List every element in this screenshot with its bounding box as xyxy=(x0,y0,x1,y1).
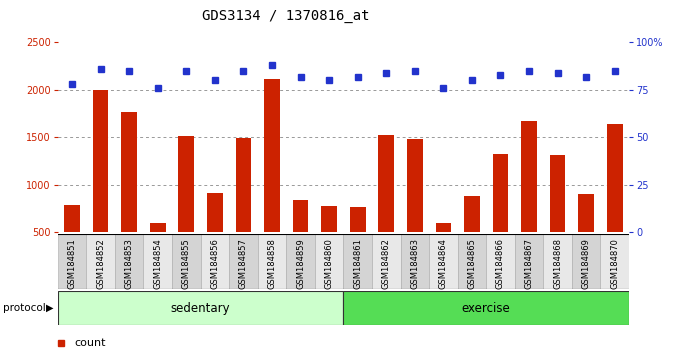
Bar xyxy=(264,79,280,232)
Bar xyxy=(229,234,258,289)
Text: GSM184863: GSM184863 xyxy=(410,238,420,289)
Bar xyxy=(321,206,337,232)
Bar xyxy=(486,234,515,289)
Bar xyxy=(578,194,594,232)
Bar xyxy=(150,223,166,232)
Bar xyxy=(343,234,372,289)
Bar xyxy=(235,138,252,232)
Bar xyxy=(286,234,315,289)
Bar xyxy=(64,205,80,232)
Bar xyxy=(58,291,343,325)
Text: GSM184854: GSM184854 xyxy=(153,238,163,289)
Bar xyxy=(372,234,401,289)
Bar xyxy=(143,234,172,289)
Bar xyxy=(429,234,458,289)
Bar xyxy=(86,234,115,289)
Bar xyxy=(292,200,309,232)
Bar xyxy=(92,90,109,232)
Text: GSM184857: GSM184857 xyxy=(239,238,248,289)
Text: GSM184870: GSM184870 xyxy=(610,238,619,289)
Text: GSM184862: GSM184862 xyxy=(381,238,391,289)
Text: GSM184859: GSM184859 xyxy=(296,238,305,289)
Bar xyxy=(492,154,509,232)
Bar xyxy=(458,234,486,289)
Bar xyxy=(315,234,343,289)
Text: count: count xyxy=(75,338,106,348)
Bar xyxy=(521,121,537,232)
Bar xyxy=(58,234,86,289)
Bar xyxy=(258,234,286,289)
Text: GSM184867: GSM184867 xyxy=(524,238,534,289)
Bar xyxy=(207,193,223,232)
Bar xyxy=(172,234,201,289)
Text: sedentary: sedentary xyxy=(171,302,231,315)
Text: GSM184860: GSM184860 xyxy=(324,238,334,289)
Bar xyxy=(543,234,572,289)
Bar xyxy=(201,234,229,289)
Bar xyxy=(435,223,452,232)
Text: GSM184852: GSM184852 xyxy=(96,238,105,289)
Text: GSM184861: GSM184861 xyxy=(353,238,362,289)
Text: GSM184866: GSM184866 xyxy=(496,238,505,289)
Bar xyxy=(178,136,194,232)
Text: GSM184851: GSM184851 xyxy=(67,238,77,289)
Bar xyxy=(378,135,394,232)
Bar xyxy=(407,139,423,232)
Bar xyxy=(343,291,629,325)
Text: ▶: ▶ xyxy=(46,303,54,313)
Text: GSM184865: GSM184865 xyxy=(467,238,477,289)
Text: exercise: exercise xyxy=(462,302,511,315)
Bar xyxy=(600,234,629,289)
Bar xyxy=(121,112,137,232)
Bar xyxy=(607,124,623,232)
Bar xyxy=(549,155,566,232)
Bar xyxy=(464,196,480,232)
Text: protocol: protocol xyxy=(3,303,46,313)
Bar xyxy=(115,234,143,289)
Text: GSM184853: GSM184853 xyxy=(124,238,134,289)
Text: GSM184855: GSM184855 xyxy=(182,238,191,289)
Text: GSM184856: GSM184856 xyxy=(210,238,220,289)
Text: GDS3134 / 1370816_at: GDS3134 / 1370816_at xyxy=(202,9,369,23)
Bar xyxy=(572,234,600,289)
Text: GSM184864: GSM184864 xyxy=(439,238,448,289)
Text: GSM184858: GSM184858 xyxy=(267,238,277,289)
Text: GSM184868: GSM184868 xyxy=(553,238,562,289)
Bar xyxy=(401,234,429,289)
Bar xyxy=(350,207,366,232)
Bar xyxy=(515,234,543,289)
Text: GSM184869: GSM184869 xyxy=(581,238,591,289)
